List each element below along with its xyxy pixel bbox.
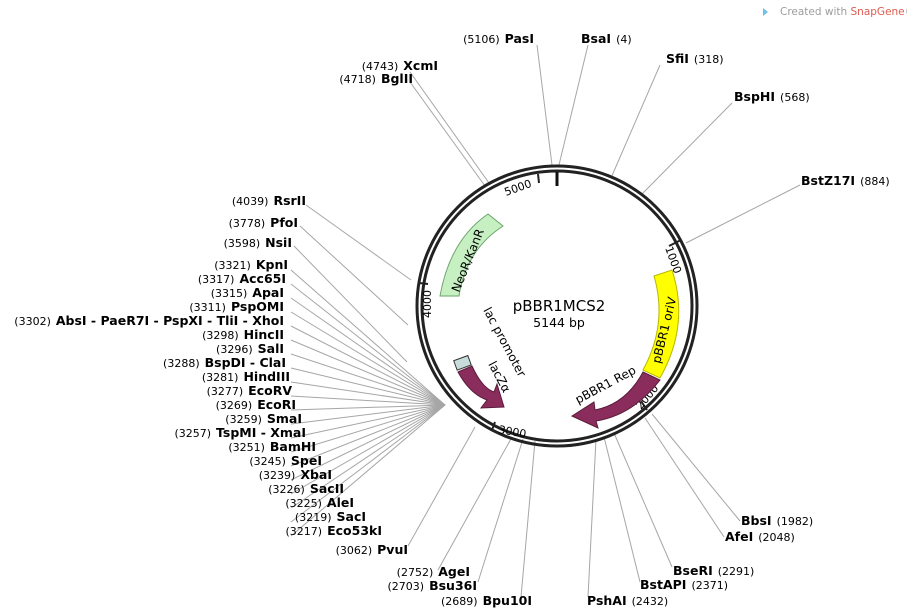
neor-kanr-arrow — [439, 213, 504, 297]
credit-text: Created with SnapGene® — [780, 6, 907, 18]
tick-1000 — [668, 239, 682, 247]
site-pspomi: (3311) PspOMI — [189, 299, 284, 314]
lacz-alpha-arrow — [457, 365, 505, 409]
site-smai: (3259) SmaI — [225, 411, 302, 426]
feature-pbbr1-rep: pBBR1 Rep — [570, 363, 661, 429]
pbbr1-oriv-arrow — [642, 269, 680, 379]
site-spei: (3245) SpeI — [249, 453, 322, 468]
site-pshai: PshAI (2432) — [587, 593, 668, 608]
mcs-leader-fan — [290, 269, 446, 537]
site-hincii: (3298) HincII — [202, 327, 284, 342]
snapgene-credit: Created with SnapGene® — [763, 6, 907, 18]
leader-lines — [290, 44, 801, 598]
lac-promoter-box — [453, 354, 472, 371]
tick-label-4000: 4000 — [421, 290, 434, 318]
site-bpu10i: (2689) Bpu10I — [441, 593, 532, 608]
site-labels: (5106) PasI BsaI (4) SfiI (318) BspHI (568) … — [14, 31, 889, 608]
site-bstapi: BstAPI (2371) — [640, 577, 728, 592]
site-pasi: (5106) PasI — [463, 31, 534, 46]
site-bstz17i: BstZ17I (884) — [801, 173, 890, 188]
site-xcmi: (4743) XcmI — [362, 58, 438, 73]
site-eco53ki: (3217) Eco53kI — [286, 523, 382, 538]
plasmid-backbone — [415, 164, 699, 448]
tick-2000 — [640, 400, 648, 411]
snapgene-logo-icon — [763, 8, 768, 16]
feature-pbbr1-oriv: pBBR1 oriV — [642, 269, 680, 379]
site-kpni: (3321) KpnI — [214, 257, 288, 272]
site-bspdi-clai: (3288) BspDI - ClaI — [163, 355, 286, 370]
site-nsii: (3598) NsiI — [224, 235, 292, 250]
site-sacii: (3226) SacII — [268, 481, 344, 496]
plasmid-size: 5144 bp — [533, 315, 585, 330]
site-bsphi: BspHI (568) — [734, 89, 810, 104]
site-pvui: (3062) PvuI — [336, 542, 408, 557]
site-apai: (3315) ApaI — [211, 285, 284, 300]
site-hindiii: (3281) HindIII — [202, 369, 290, 384]
site-bglii: (4718) BglII — [339, 71, 413, 86]
site-alei: (3225) AleI — [285, 495, 354, 510]
site-pfoi: (3778) PfoI — [229, 215, 298, 230]
site-tspmi-xmai: (3257) TspMI - XmaI — [174, 425, 306, 440]
site-bseri: BseRI (2291) — [673, 563, 754, 578]
site-absi-group: (3302) AbsI - PaeR7I - PspXI - TliI - Xho… — [14, 313, 284, 328]
site-xbai: (3239) XbaI — [259, 467, 332, 482]
site-saci: (3219) SacI — [295, 509, 366, 524]
site-bsai: BsaI (4) — [581, 31, 632, 46]
site-acc65i: (3317) Acc65I — [198, 271, 286, 286]
site-bbsi: BbsI (1982) — [741, 513, 813, 528]
tick-label-3000: 3000 — [497, 423, 527, 441]
pbbr1-rep-arrow — [570, 371, 661, 429]
site-ecorv: (3277) EcoRV — [207, 383, 293, 398]
plasmid-name: pBBR1MCS2 — [513, 297, 606, 315]
tick-5000 — [537, 173, 540, 184]
site-rsrii: (4039) RsrII — [232, 193, 306, 208]
site-sfii: SfiI (318) — [666, 51, 724, 66]
site-bsu36i: (2703) Bsu36I — [388, 578, 478, 593]
tick-4000 — [418, 282, 429, 285]
site-ecori: (3269) EcoRI — [216, 397, 296, 412]
site-sali: (3296) SalI — [216, 341, 284, 356]
site-agei: (2752) AgeI — [397, 564, 470, 579]
site-afei: AfeI (2048) — [725, 529, 795, 544]
tick-3000 — [491, 421, 496, 431]
site-bamhi: (3251) BamHI — [228, 439, 316, 454]
